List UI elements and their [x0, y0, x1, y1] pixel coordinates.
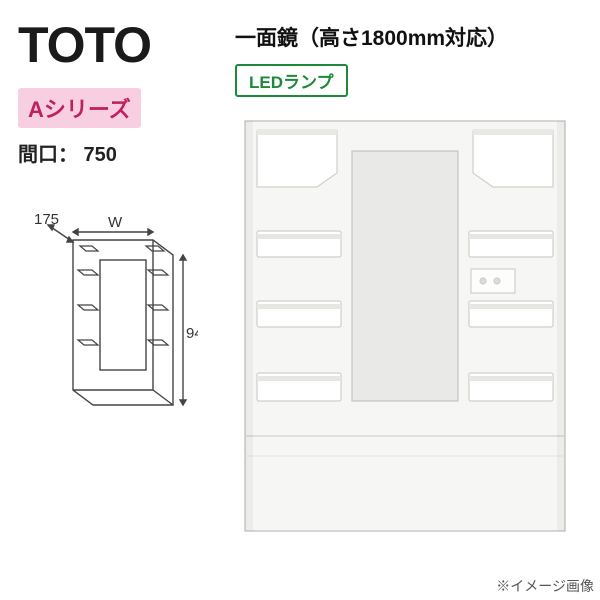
width-label: 間口： 750 — [18, 138, 218, 167]
lamp-badge: LEDランプ — [235, 64, 348, 97]
dimension-diagram: 175 W 944 — [18, 210, 198, 440]
dim-depth: 175 — [34, 211, 59, 228]
dim-width: W — [108, 214, 123, 231]
product-illustration — [235, 111, 575, 541]
product-title: 一面鏡（高さ1800mm対応） — [235, 22, 580, 52]
dim-height: 944 — [186, 325, 198, 342]
image-note: ※イメージ画像 — [496, 576, 594, 596]
series-badge: Aシリーズ — [18, 88, 141, 128]
brand-logo: TOTO — [18, 20, 218, 70]
